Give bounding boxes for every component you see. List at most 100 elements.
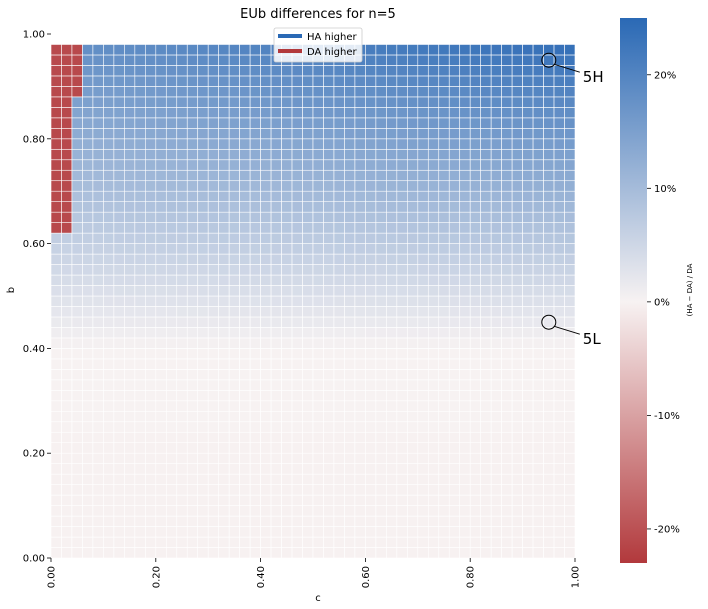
heatmap-cell xyxy=(71,505,83,517)
heatmap-cell xyxy=(218,494,230,506)
heatmap-cell xyxy=(438,337,450,349)
heatmap-cell xyxy=(417,505,429,517)
heatmap-cell xyxy=(270,358,282,370)
heatmap-cell xyxy=(427,327,440,339)
heatmap-cell xyxy=(469,44,481,56)
heatmap-cell xyxy=(375,54,387,66)
heatmap-cell xyxy=(354,358,366,370)
heatmap-cell xyxy=(82,358,94,370)
heatmap-cell xyxy=(186,274,199,286)
heatmap-cell xyxy=(543,86,555,98)
heatmap-cell xyxy=(228,295,240,307)
heatmap-cell xyxy=(239,190,251,202)
heatmap-cell xyxy=(490,107,502,119)
heatmap-cell xyxy=(323,128,335,140)
heatmap-cell xyxy=(113,54,125,66)
heatmap-cell xyxy=(291,253,303,265)
heatmap-cell xyxy=(480,547,492,559)
heatmap-cell xyxy=(239,295,251,307)
heatmap-cell xyxy=(438,295,450,307)
heatmap-cell xyxy=(207,96,219,108)
heatmap-cell xyxy=(459,96,471,108)
heatmap-cell xyxy=(564,232,576,244)
colorbar-ticks: 20%10%0%-10%-20% xyxy=(647,70,680,535)
heatmap-cell xyxy=(501,431,513,444)
heatmap-cell xyxy=(207,86,219,98)
heatmap-cell xyxy=(50,243,62,255)
heatmap-cell xyxy=(249,327,261,339)
heatmap-cell xyxy=(260,128,272,140)
heatmap-cell xyxy=(543,169,555,182)
heatmap-cell xyxy=(176,358,188,370)
heatmap-cell xyxy=(50,180,62,192)
heatmap-cell xyxy=(365,390,377,402)
heatmap-cell xyxy=(522,379,534,391)
heatmap-cell xyxy=(155,211,167,223)
heatmap-cell xyxy=(291,484,303,496)
heatmap-cell xyxy=(281,159,293,171)
heatmap-cell xyxy=(312,390,324,402)
heatmap-cell xyxy=(165,117,178,129)
heatmap-cell xyxy=(323,547,335,559)
heatmap-cell xyxy=(176,180,188,192)
heatmap-cell xyxy=(103,306,115,318)
heatmap-cell xyxy=(186,452,199,464)
heatmap-cell xyxy=(564,337,576,349)
heatmap-cell xyxy=(312,505,324,517)
heatmap-cell xyxy=(459,107,471,119)
heatmap-cell xyxy=(312,473,324,485)
heatmap-cell xyxy=(386,547,398,559)
heatmap-cell xyxy=(511,379,523,391)
heatmap-cell xyxy=(448,253,461,265)
heatmap-cell xyxy=(480,222,492,234)
heatmap-cell xyxy=(312,337,324,349)
heatmap-cell xyxy=(82,285,94,297)
heatmap-cell xyxy=(92,169,104,182)
heatmap-cell xyxy=(312,75,324,87)
heatmap-cell xyxy=(134,484,146,496)
heatmap-cell xyxy=(239,442,251,454)
heatmap-cell xyxy=(218,65,230,77)
heatmap-cell xyxy=(375,264,387,276)
heatmap-cell xyxy=(113,494,125,506)
heatmap-cell xyxy=(281,337,293,349)
heatmap-cell xyxy=(82,494,94,506)
heatmap-cell xyxy=(197,369,209,381)
heatmap-cell xyxy=(92,138,104,150)
heatmap-cell xyxy=(92,547,104,559)
heatmap-cell xyxy=(522,494,534,506)
heatmap-cell xyxy=(145,369,157,381)
heatmap-cell xyxy=(459,264,471,276)
heatmap-cell xyxy=(386,473,398,485)
heatmap-cell xyxy=(197,452,209,464)
heatmap-cell xyxy=(480,96,492,108)
heatmap-cell xyxy=(145,547,157,559)
heatmap-cell xyxy=(291,327,303,339)
heatmap-cell xyxy=(438,222,450,234)
heatmap-cell xyxy=(249,44,261,56)
heatmap-cell xyxy=(333,274,345,286)
heatmap-cell xyxy=(501,169,513,182)
heatmap-cell xyxy=(176,421,188,433)
heatmap-cell xyxy=(564,169,576,182)
heatmap-cell xyxy=(480,117,492,129)
heatmap-cell xyxy=(490,316,502,328)
heatmap-cell xyxy=(427,494,440,506)
heatmap-cell xyxy=(281,232,293,244)
heatmap-cell xyxy=(145,211,157,223)
heatmap-cell xyxy=(71,44,83,56)
heatmap-cell xyxy=(260,159,272,171)
heatmap-cell xyxy=(543,128,555,140)
heatmap-cell xyxy=(134,180,146,192)
heatmap-cell xyxy=(228,264,240,276)
heatmap-cell xyxy=(165,316,178,328)
heatmap-cell xyxy=(291,463,303,475)
heatmap-cell xyxy=(176,442,188,454)
heatmap-cell xyxy=(281,243,293,255)
heatmap-cell xyxy=(103,295,115,307)
heatmap-cell xyxy=(323,169,335,182)
heatmap-cell xyxy=(207,421,219,433)
heatmap-cell xyxy=(61,86,73,98)
heatmap-cell xyxy=(469,75,481,87)
heatmap-cell xyxy=(281,400,293,412)
